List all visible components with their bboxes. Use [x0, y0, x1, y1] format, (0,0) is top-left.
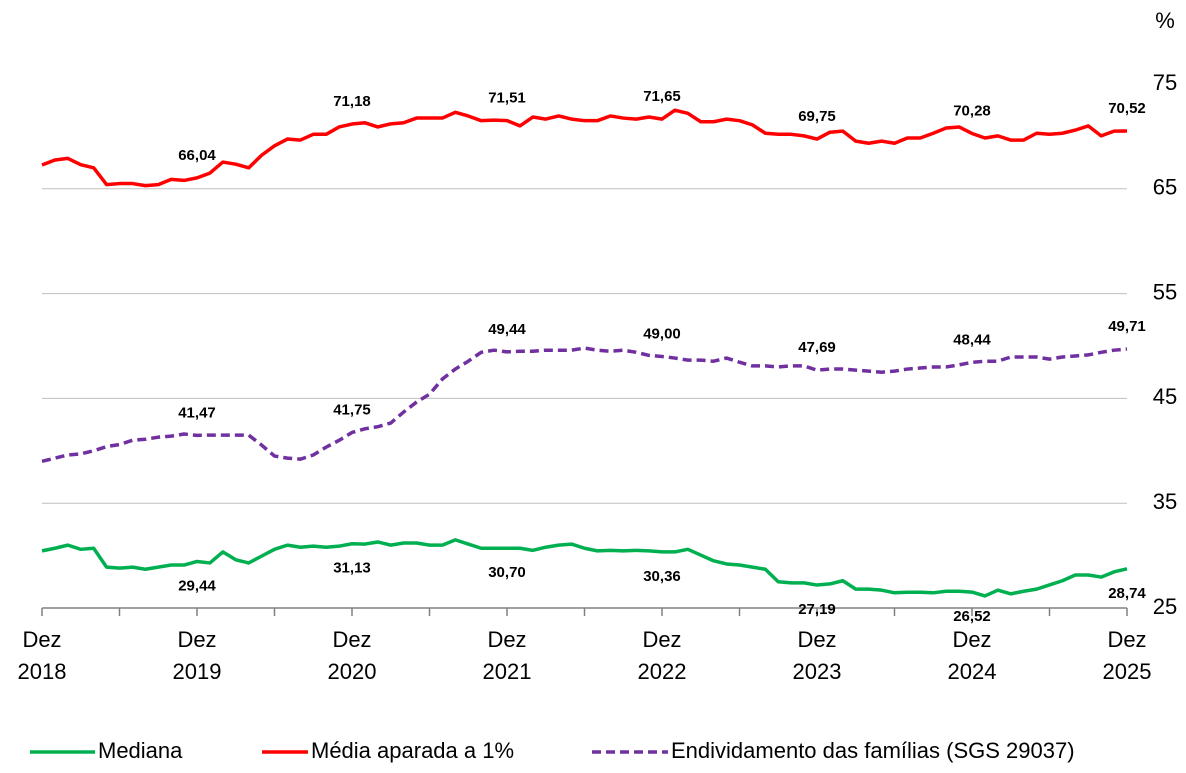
y-tick-label: 55 [1153, 279, 1177, 304]
data-label: 49,71 [1108, 318, 1146, 335]
data-label: 27,19 [798, 601, 836, 618]
x-tick-label: Dez 2018 [17, 627, 67, 684]
x-tick-label: Dez 2024 [947, 627, 997, 684]
y-tick-label: 75 [1153, 70, 1177, 95]
y-tick-label: 25 [1153, 594, 1177, 619]
data-label: 31,13 [333, 560, 371, 577]
data-label: 70,28 [953, 102, 991, 119]
data-label: 71,65 [643, 88, 681, 105]
y-unit: % [1155, 8, 1175, 33]
y-tick-label: 65 [1153, 175, 1177, 200]
data-label: 30,70 [488, 564, 526, 581]
x-tick-label: Dez 2021 [482, 627, 532, 684]
series-line [41, 108, 1128, 188]
y-tick-label: 35 [1153, 489, 1177, 514]
data-label: 70,52 [1108, 100, 1146, 117]
y-tick-label: 45 [1153, 384, 1177, 409]
x-tick-label: Dez 2022 [637, 627, 687, 684]
legend-label: Média aparada a 1% [311, 738, 514, 763]
data-label: 69,75 [798, 108, 836, 125]
data-label: 49,44 [488, 321, 526, 338]
data-label: 41,75 [333, 401, 371, 418]
legend-label: Mediana [98, 738, 183, 763]
series-line [41, 538, 1128, 598]
x-tick-label: Dez 2019 [172, 627, 222, 684]
data-label: 41,47 [178, 404, 216, 421]
data-label: 71,51 [488, 90, 526, 107]
data-label: 30,36 [643, 568, 681, 585]
x-tick-label: Dez 2025 [1102, 627, 1152, 684]
series-line [41, 346, 1128, 463]
data-label: 49,00 [643, 325, 681, 342]
data-label: 66,04 [178, 147, 216, 164]
data-label: 28,74 [1108, 585, 1146, 602]
data-label: 48,44 [953, 331, 991, 348]
data-label: 26,52 [953, 608, 991, 625]
data-label: 47,69 [798, 339, 836, 356]
x-tick-label: Dez 2020 [327, 627, 377, 684]
data-label: 71,18 [333, 93, 371, 110]
data-label: 29,44 [178, 577, 216, 594]
legend-label: Endividamento das famílias (SGS 29037) [671, 738, 1075, 763]
x-tick-label: Dez 2023 [792, 627, 842, 684]
